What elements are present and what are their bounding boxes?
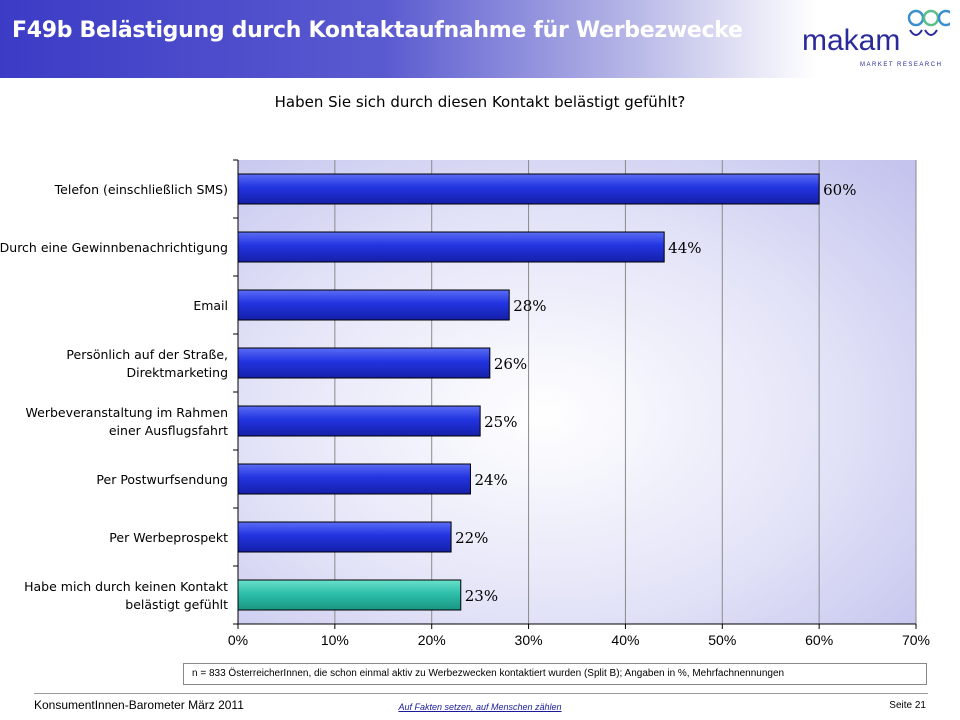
bar bbox=[237, 231, 665, 263]
bar bbox=[237, 521, 452, 553]
value-label: 23% bbox=[465, 587, 498, 605]
bar bbox=[237, 405, 481, 437]
category-label: Direktmarketing bbox=[127, 365, 228, 380]
logo-tagline: MARKET RESEARCH bbox=[860, 62, 942, 68]
value-label: 60% bbox=[823, 181, 856, 199]
footer-divider bbox=[34, 693, 928, 694]
category-label: belästigt gefühlt bbox=[125, 597, 228, 612]
category-label: einer Ausflugsfahrt bbox=[109, 423, 228, 438]
x-tick-label: 40% bbox=[611, 632, 639, 648]
value-label: 25% bbox=[484, 413, 517, 431]
x-tick-label: 0% bbox=[228, 632, 248, 648]
bar bbox=[237, 347, 491, 379]
logo-figures-icon bbox=[907, 9, 950, 36]
bar bbox=[237, 579, 462, 611]
x-tick-label: 30% bbox=[515, 632, 543, 648]
chart-question: Haben Sie sich durch diesen Kontakt belä… bbox=[274, 93, 686, 111]
makam-logo: makam MARKET RESEARCH bbox=[802, 9, 950, 68]
x-tick-label: 60% bbox=[805, 632, 833, 648]
value-label: 28% bbox=[513, 297, 546, 315]
category-label: Habe mich durch keinen Kontakt bbox=[24, 579, 228, 594]
x-tick-label: 20% bbox=[418, 632, 446, 648]
x-tick-label: 10% bbox=[321, 632, 349, 648]
page-number: Seite 21 bbox=[889, 700, 926, 711]
sample-note: n = 833 ÖsterreicherInnen, die schon ein… bbox=[183, 663, 927, 685]
category-label: Durch eine Gewinnbenachrichtigung bbox=[0, 240, 228, 255]
bar bbox=[237, 463, 471, 495]
value-label: 22% bbox=[455, 529, 488, 547]
value-label: 24% bbox=[474, 471, 507, 489]
category-label: Email bbox=[193, 298, 228, 313]
bar bbox=[237, 173, 820, 205]
bar bbox=[237, 289, 510, 321]
value-label: 44% bbox=[668, 239, 701, 257]
x-tick-label: 70% bbox=[902, 632, 930, 648]
category-label: Telefon (einschließlich SMS) bbox=[54, 182, 228, 197]
header-banner: F49b Belästigung durch Kontaktaufnahme f… bbox=[0, 0, 960, 78]
category-label: Persönlich auf der Straße, bbox=[66, 347, 228, 362]
page-title: F49b Belästigung durch Kontaktaufnahme f… bbox=[12, 18, 743, 43]
bar-chart: Telefon (einschließlich SMS) Durch eine G… bbox=[0, 159, 930, 648]
category-label: Per Postwurfsendung bbox=[96, 472, 228, 487]
x-tick-label: 50% bbox=[708, 632, 736, 648]
footer-left: KonsumentInnen-Barometer März 2011 bbox=[34, 698, 244, 712]
value-label: 26% bbox=[494, 355, 527, 373]
category-label: Werbeveranstaltung im Rahmen bbox=[26, 405, 229, 420]
plot-area bbox=[238, 160, 916, 624]
category-label: Per Werbeprospekt bbox=[109, 530, 228, 545]
footer-slogan: Auf Fakten setzen, auf Menschen zählen bbox=[398, 702, 562, 712]
logo-wordmark: makam bbox=[802, 24, 900, 57]
